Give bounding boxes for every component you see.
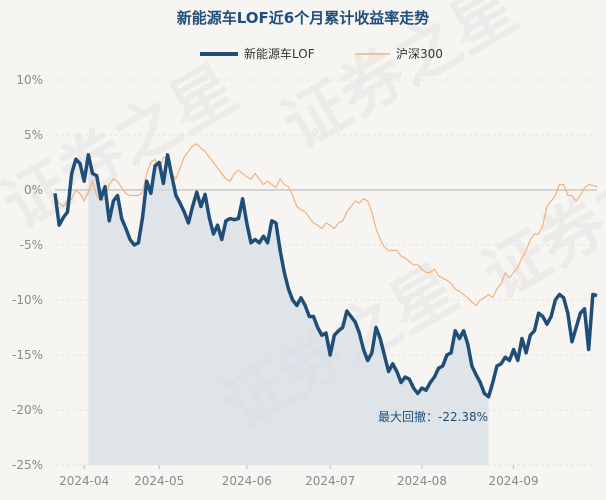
y-tick-label: -25% [12,458,43,472]
legend-label-fund: 新能源车LOF [244,46,315,61]
watermark-text: 证券之星 [471,122,606,314]
line-layer [53,143,598,399]
series-line-index [54,143,598,307]
y-tick-label: -15% [12,348,43,362]
legend-label-index: 沪深300 [396,47,443,61]
legend: 新能源车LOF 沪深300 [200,46,443,61]
chart-title: 新能源车LOF近6个月累计收益率走势 [177,9,429,27]
y-tick-label: 10% [16,73,43,87]
drawdown-area [88,154,489,466]
x-tick-label: 2024-09 [489,474,539,488]
x-tick-label: 2024-06 [222,474,272,488]
y-tick-label: -10% [12,293,43,307]
x-tick-label: 2024-08 [397,474,447,488]
x-tick-label: 2024-04 [59,474,109,488]
drawdown-area-layer [88,154,489,466]
x-tick-label: 2024-07 [305,474,355,488]
y-tick-label: -20% [12,403,43,417]
x-tick-label: 2024-05 [134,474,184,488]
y-tick-label: 0% [24,183,43,197]
max-drawdown-annotation: 最大回撤：-22.38% [378,409,488,424]
x-axis-ticks: 2024-04 2024-05 2024-06 2024-07 2024-08 2024-… [59,465,539,488]
y-axis-ticks: 10% 5% 0% -5% -10% -15% -20% -25% [12,73,43,472]
y-tick-label: 5% [24,128,43,142]
y-tick-label: -5% [20,238,43,252]
series-line-fund [53,153,598,399]
